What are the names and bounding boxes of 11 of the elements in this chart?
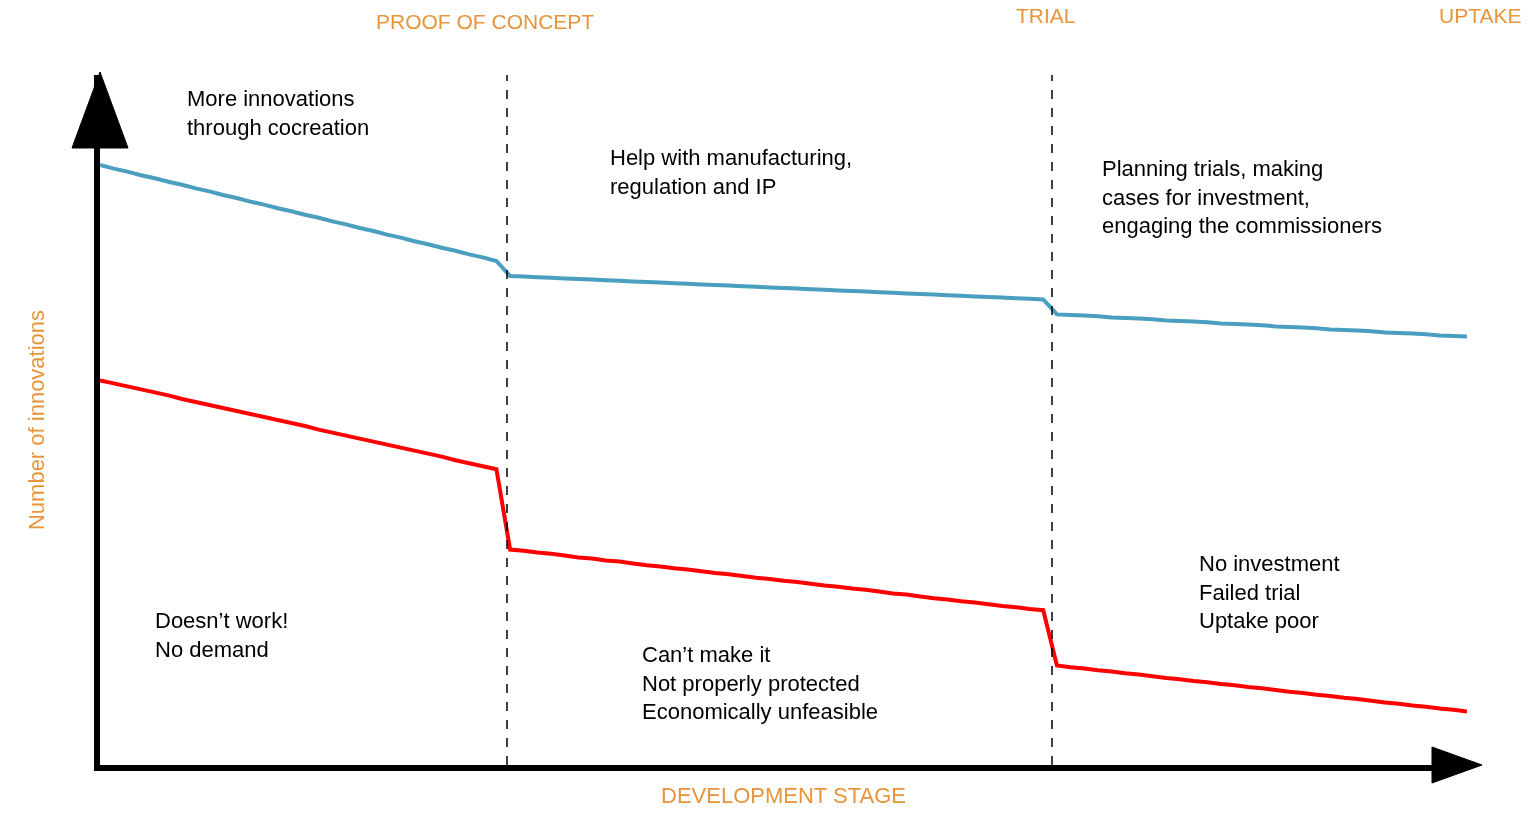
annotation: Help with manufacturing, regulation and IP — [610, 145, 853, 199]
annotation: No investment Failed trial Uptake poor — [1199, 551, 1340, 634]
text: UPTAKE — [1439, 4, 1522, 27]
text: TRIAL — [1016, 4, 1076, 27]
text: More innovations through cocreation — [187, 86, 370, 140]
annotation: Doesn’t work! No demand — [155, 608, 289, 662]
annotation: Can’t make it Not properly protected Economically unfeasible — [642, 642, 879, 725]
y-axis-title: Number of innovations — [24, 309, 50, 531]
x-axis-title: DEVELOPMENT STAGE — [661, 783, 906, 809]
text: PROOF OF CONCEPT — [376, 10, 595, 33]
annotation: Planning trials, making cases for investment, engaging the commissioners — [1102, 156, 1383, 239]
